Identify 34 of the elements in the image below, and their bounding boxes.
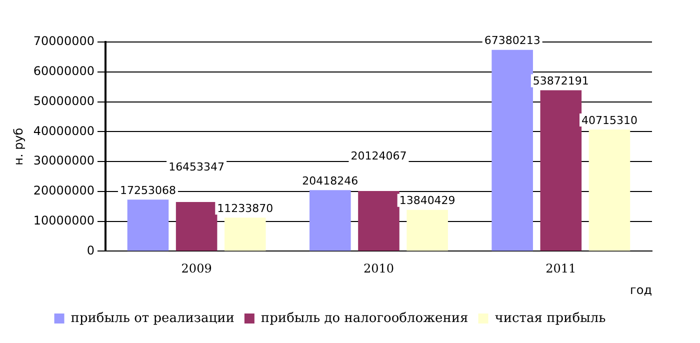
data-label: 40715310 <box>581 114 638 127</box>
y-tick-label: 50000000 <box>33 94 94 108</box>
y-tick-label: 0 <box>86 243 94 258</box>
data-label: 13840429 <box>399 194 456 208</box>
y-tick-label: 30000000 <box>33 154 94 168</box>
data-label: 20418246 <box>302 174 358 188</box>
legend-label: прибыль от реализации <box>70 310 234 326</box>
bar <box>127 200 169 251</box>
data-label: 67380213 <box>484 34 540 48</box>
x-tick-label: 2011 <box>546 262 576 276</box>
bar <box>588 130 630 251</box>
data-label: 11233870 <box>217 202 274 215</box>
bar <box>224 218 266 251</box>
bar <box>176 202 218 251</box>
y-tick-label: 40000000 <box>33 124 94 138</box>
y-tick-label: 20000000 <box>33 184 94 198</box>
data-label: 17253068 <box>120 184 176 197</box>
y-tick-label: 10000000 <box>33 213 94 228</box>
bar <box>310 190 351 251</box>
bar <box>358 191 400 251</box>
legend-label: чистая прибыль <box>494 310 606 326</box>
bar <box>492 50 533 251</box>
bar <box>540 90 582 251</box>
data-label: 53872191 <box>532 74 589 88</box>
y-tick-label: 60000000 <box>33 64 94 78</box>
x-tick-label: 2009 <box>181 262 212 276</box>
legend-label: прибыль до налогообложения <box>260 310 468 326</box>
data-label: 16453347 <box>168 160 225 174</box>
x-axis-title: год <box>630 282 652 297</box>
data-label: 20124067 <box>350 149 407 162</box>
y-tick-label: 70000000 <box>33 34 94 48</box>
bar <box>406 210 448 251</box>
x-tick-label: 2010 <box>363 262 394 276</box>
y-axis-title: н. руб <box>11 128 26 166</box>
